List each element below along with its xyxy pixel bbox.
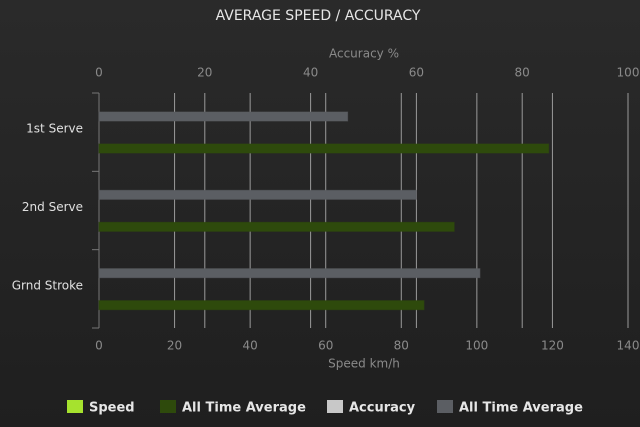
x-tick-label: 60: [318, 339, 333, 353]
bar: [98, 143, 550, 154]
legend-swatch: [327, 400, 343, 413]
x-axis-label: Speed km/h: [328, 357, 400, 371]
legend-swatch: [437, 400, 453, 413]
x-tick-label: 40: [243, 339, 258, 353]
x-tick-label: 120: [541, 339, 564, 353]
bar: [98, 221, 455, 232]
x2-tick-label: 60: [409, 66, 424, 80]
legend-swatch: [160, 400, 176, 413]
x2-axis-label: Accuracy %: [329, 47, 399, 61]
chart-title: AVERAGE SPEED / ACCURACY: [216, 8, 421, 24]
bar: [98, 300, 425, 311]
x-tick-label: 80: [394, 339, 409, 353]
bar: [98, 111, 349, 122]
x-tick-label: 0: [95, 339, 103, 353]
legend-label: All Time Average: [459, 401, 583, 416]
x2-tick-label: 20: [197, 66, 212, 80]
x-tick-label: 140: [617, 339, 640, 353]
x2-tick-label: 40: [303, 66, 318, 80]
legend-label: Speed: [89, 401, 135, 416]
bar: [98, 189, 417, 200]
y-tick-label: 2nd Serve: [22, 200, 83, 214]
y-tick-label: Grnd Stroke: [12, 278, 83, 292]
legend-label: Accuracy: [349, 401, 416, 416]
x2-tick-label: 100: [617, 66, 640, 80]
bar: [98, 268, 481, 279]
legend-swatch: [67, 400, 83, 413]
x-tick-label: 100: [465, 339, 488, 353]
x2-tick-label: 80: [515, 66, 530, 80]
x-tick-label: 20: [167, 339, 182, 353]
legend-label: All Time Average: [182, 401, 306, 416]
x2-tick-label: 0: [95, 66, 103, 80]
y-tick-label: 1st Serve: [26, 122, 83, 136]
